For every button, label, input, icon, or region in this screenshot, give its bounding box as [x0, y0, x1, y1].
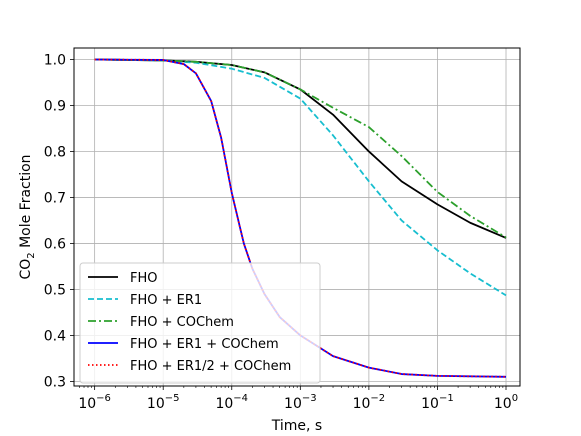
x-tick-label: 10−3	[284, 393, 317, 412]
x-tick-label: 10−5	[147, 393, 180, 412]
series-line	[94, 58, 507, 239]
x-tick-label-base: 10	[353, 396, 371, 412]
legend-box	[79, 262, 321, 384]
y-axis: 0.3 0.4 0.5 0.6 0.7 0.8 0.9 1.0	[44, 52, 74, 390]
x-tick-label-exponent: −1	[439, 393, 454, 404]
y-tick-label: 0.3	[44, 374, 66, 390]
x-tick-label-base: 10	[284, 396, 302, 412]
y-tick-label: 0.8	[44, 144, 66, 160]
series-line	[94, 58, 507, 297]
y-axis-label-subscript: 2	[26, 252, 37, 258]
y-tick-label: 1.0	[44, 52, 66, 68]
x-tick-label-base: 10	[78, 396, 96, 412]
x-tick-label-exponent: −2	[370, 393, 385, 404]
y-tick-label: 0.6	[44, 236, 66, 252]
x-axis-label: Time, s	[271, 418, 322, 434]
y-axis-label-rest: Mole Fraction	[18, 154, 34, 252]
y-tick-label: 0.9	[44, 98, 66, 114]
x-tick-label-base: 10	[421, 396, 439, 412]
y-tick-label: 0.5	[44, 282, 66, 298]
x-tick-label: 10−4	[215, 393, 248, 412]
legend-label: FHO	[130, 271, 158, 286]
x-tick-label-base: 10	[147, 396, 165, 412]
y-axis-label-main: CO	[18, 259, 34, 280]
legend-label: FHO + ER1/2 + COChem	[130, 359, 291, 374]
y-axis-label: CO2 Mole Fraction	[18, 154, 37, 279]
x-tick-label-exponent: −4	[233, 393, 248, 404]
legend-label: FHO + ER1 + COChem	[130, 337, 279, 352]
x-tick-label: 10−1	[421, 393, 454, 412]
x-tick-label-exponent: 0	[512, 393, 518, 404]
x-axis: 10−6 10−5 10−4 10−3 10−2 10−1 100	[78, 386, 518, 412]
legend: FHO FHO + ER1 FHO + COChem FHO + ER1 + COCh…	[79, 262, 321, 384]
legend-label: FHO + COChem	[130, 315, 234, 330]
x-tick-label: 10−2	[353, 393, 386, 412]
legend-label: FHO + ER1	[130, 293, 202, 308]
x-tick-label-exponent: −5	[165, 393, 180, 404]
x-tick-label-exponent: −6	[96, 393, 111, 404]
x-tick-label-base: 10	[494, 396, 512, 412]
x-tick-label-exponent: −3	[302, 393, 317, 404]
y-tick-label: 0.4	[44, 328, 66, 344]
y-tick-label: 0.7	[44, 190, 66, 206]
x-tick-label: 100	[494, 393, 518, 412]
x-tick-label-base: 10	[215, 396, 233, 412]
x-tick-label: 10−6	[78, 393, 111, 412]
